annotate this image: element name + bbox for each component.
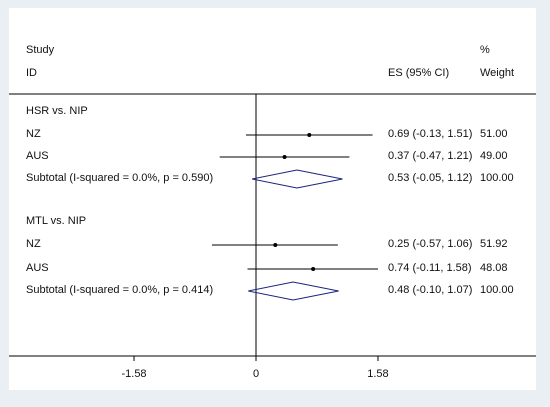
subtotal-es-ci-text-0: 0.53 (-0.05, 1.12) [388, 172, 473, 184]
weight-text-0-0: 51.00 [480, 128, 508, 140]
header-study: Study [26, 44, 55, 56]
x-tick-label-1: 0 [252, 368, 260, 380]
weight-text-1-1: 48.08 [480, 262, 508, 274]
header-es: ES (95% CI) [388, 67, 450, 79]
point-estimate-1-0 [273, 243, 278, 247]
x-tick-label-0: -1.58 [121, 368, 147, 380]
es-ci-text-0-0: 0.69 (-0.13, 1.51) [388, 128, 473, 140]
weight-text-0-1: 49.00 [480, 150, 508, 162]
group-label-1: MTL vs. NIP [26, 215, 87, 227]
subtotal-diamond-0 [252, 169, 343, 189]
study-id-0-1: AUS [26, 150, 49, 162]
forest-plot-svg [9, 93, 536, 361]
study-id-0-0: NZ [26, 128, 41, 140]
x-tick-label-2: 1.58 [367, 368, 389, 380]
subtotal-es-ci-text-1: 0.48 (-0.10, 1.07) [388, 284, 473, 296]
study-id-1-0: NZ [26, 238, 41, 250]
es-ci-text-1-0: 0.25 (-0.57, 1.06) [388, 238, 473, 250]
es-ci-text-1-1: 0.74 (-0.11, 1.58) [388, 262, 472, 274]
weight-text-1-0: 51.92 [480, 238, 508, 250]
subtotal-weight-text-1: 100.00 [480, 284, 514, 296]
header-id: ID [26, 67, 37, 79]
point-estimate-0-1 [282, 155, 287, 159]
header-weight: Weight [480, 67, 515, 79]
group-label-0: HSR vs. NIP [26, 105, 88, 117]
point-estimate-0-0 [307, 133, 312, 137]
subtotal-label-1: Subtotal (I-squared = 0.0%, p = 0.414) [26, 284, 214, 296]
subtotal-diamond-1 [248, 281, 339, 301]
es-ci-text-0-1: 0.37 (-0.47, 1.21) [388, 150, 473, 162]
subtotal-weight-text-0: 100.00 [480, 172, 514, 184]
forest-plot-frame: Study ID ES (95% CI) % Weight -1.58 0 1.58… [9, 8, 536, 390]
header-percent: % [480, 44, 490, 56]
point-estimate-1-1 [311, 267, 316, 271]
subtotal-label-0: Subtotal (I-squared = 0.0%, p = 0.590) [26, 172, 214, 184]
study-id-1-1: AUS [26, 262, 49, 274]
